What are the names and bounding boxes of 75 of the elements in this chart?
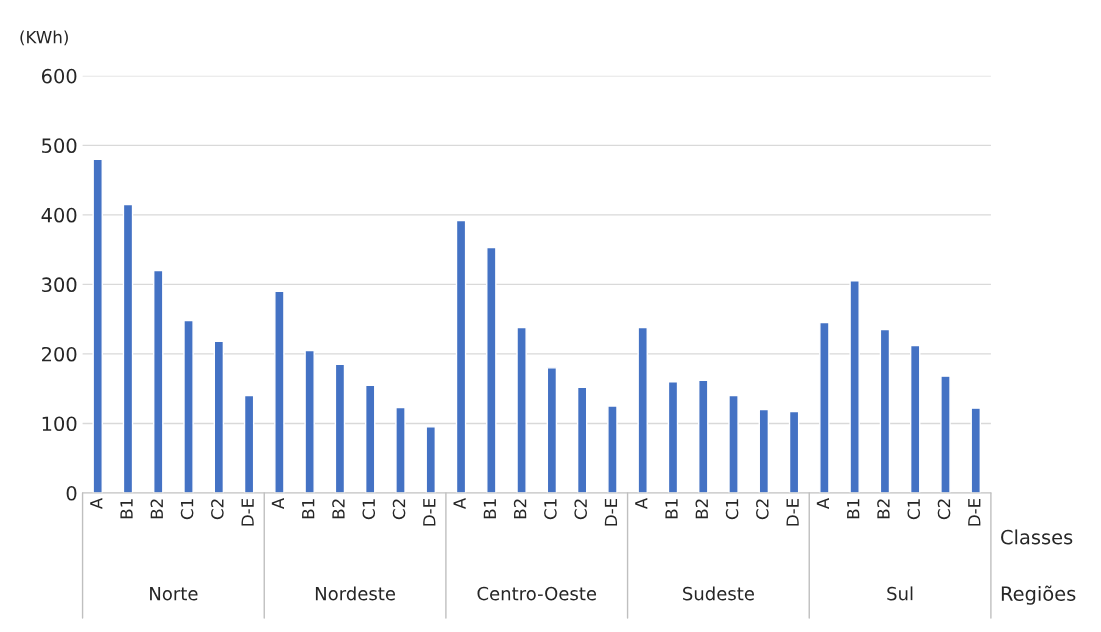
bar bbox=[607, 405, 618, 493]
bar bbox=[183, 319, 194, 493]
y-tick-label: 100 bbox=[42, 416, 77, 432]
x-tick-label: C1 bbox=[180, 499, 194, 520]
bar bbox=[667, 381, 679, 493]
bar bbox=[788, 410, 800, 493]
x-tick-label: B2 bbox=[332, 499, 345, 519]
bar bbox=[455, 219, 467, 493]
bar bbox=[576, 386, 588, 493]
x-tick-label: C1 bbox=[907, 499, 921, 520]
bar bbox=[122, 203, 134, 493]
bar bbox=[637, 326, 648, 493]
bar bbox=[213, 340, 225, 493]
bar bbox=[516, 326, 527, 493]
x-tick-label: C1 bbox=[725, 499, 739, 520]
text: Sul bbox=[887, 586, 913, 601]
x-tick-label: B1 bbox=[302, 499, 315, 519]
bar bbox=[849, 280, 860, 493]
x-tick-label: B2 bbox=[877, 499, 890, 519]
bar bbox=[425, 426, 437, 493]
x-tick-label: D-E bbox=[968, 498, 981, 526]
bar bbox=[909, 344, 921, 493]
x-tick-label: C2 bbox=[211, 499, 224, 520]
x-tick-label: C1 bbox=[362, 499, 376, 520]
x-tick-label: B2 bbox=[150, 499, 163, 519]
x-tick-label: B1 bbox=[665, 499, 678, 519]
y-axis-title: (KWh) bbox=[20, 30, 68, 46]
x-tick-label: A bbox=[90, 497, 103, 510]
x-tick-label: C2 bbox=[756, 499, 769, 520]
bar bbox=[970, 407, 981, 493]
bar bbox=[243, 394, 255, 493]
y-tick-label: 0 bbox=[66, 485, 77, 501]
bar bbox=[153, 269, 164, 493]
x-tick-label: D-E bbox=[604, 498, 618, 526]
x-tick-label: D-E bbox=[786, 498, 799, 526]
y-tick-label: 300 bbox=[42, 277, 77, 293]
bar bbox=[819, 321, 830, 493]
bar bbox=[274, 290, 285, 493]
y-tick-label: 400 bbox=[41, 207, 77, 223]
text: Centro-Oeste bbox=[477, 586, 597, 601]
x-tick-label: B1 bbox=[483, 499, 496, 519]
x-tick-label: A bbox=[453, 497, 466, 510]
x-axis-title: Classes bbox=[1001, 529, 1073, 545]
x-tick-label: C2 bbox=[574, 499, 587, 520]
x-tick-label: A bbox=[816, 497, 829, 510]
x-tick-label: D-E bbox=[241, 498, 254, 526]
x-tick-label: B2 bbox=[695, 499, 708, 519]
x-tick-label: C2 bbox=[937, 499, 951, 520]
bar bbox=[698, 379, 709, 493]
x-tick-label: B1 bbox=[847, 499, 860, 519]
x-tick-label: C2 bbox=[392, 499, 406, 520]
text: Nordeste bbox=[315, 586, 396, 601]
bar bbox=[879, 328, 891, 493]
bar bbox=[304, 349, 315, 493]
y-tick-label: 600 bbox=[41, 68, 77, 84]
bar bbox=[728, 394, 739, 493]
x-tick-label: A bbox=[271, 497, 284, 510]
x-tick-label: B1 bbox=[120, 499, 133, 519]
x-tick-label: C1 bbox=[544, 499, 557, 520]
bar bbox=[940, 375, 951, 493]
x-tick-label: A bbox=[635, 497, 648, 510]
bar bbox=[334, 363, 346, 493]
bar bbox=[486, 246, 497, 493]
y-tick-label: 500 bbox=[42, 138, 77, 154]
bar bbox=[395, 406, 406, 493]
x-tick-label: D-E bbox=[423, 498, 436, 526]
text: Regiões bbox=[1001, 585, 1076, 605]
bar bbox=[92, 158, 103, 493]
bar bbox=[546, 367, 558, 493]
x-tick-label: B2 bbox=[513, 499, 527, 519]
y-tick-label: 200 bbox=[42, 346, 77, 362]
text: Norte bbox=[150, 586, 198, 601]
bar bbox=[364, 384, 376, 493]
text: Sudeste bbox=[683, 586, 754, 601]
bar bbox=[758, 408, 770, 493]
